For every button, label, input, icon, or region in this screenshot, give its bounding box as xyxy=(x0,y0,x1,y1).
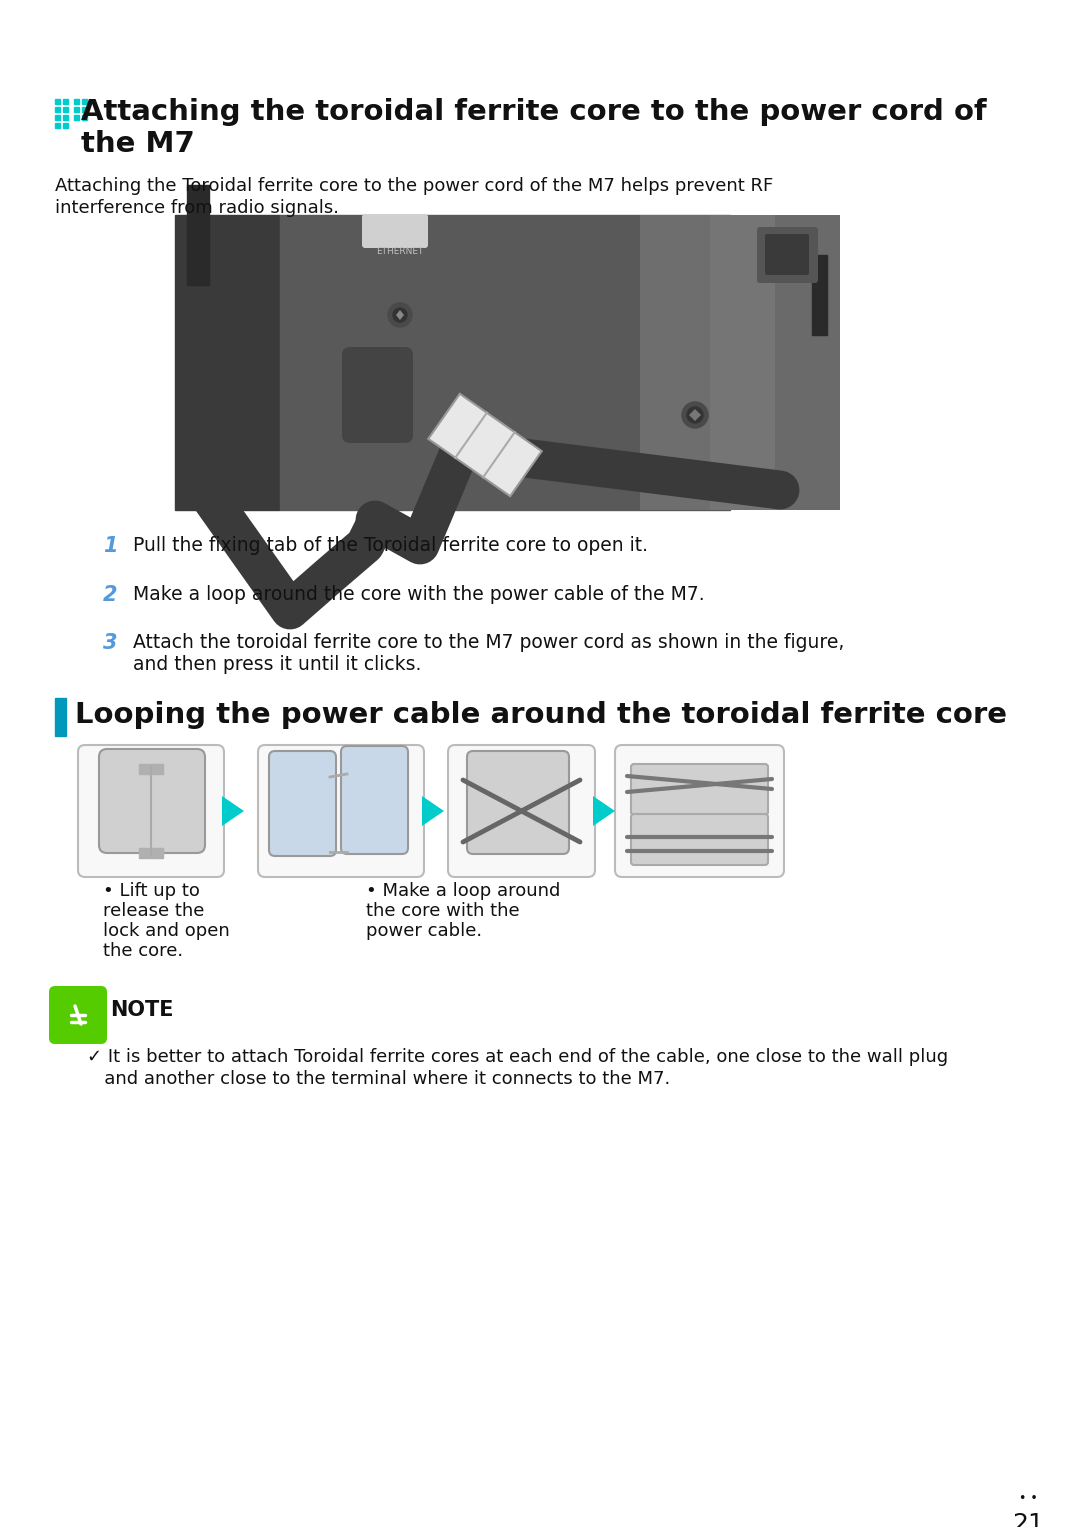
Polygon shape xyxy=(429,394,542,496)
Text: 3: 3 xyxy=(103,634,118,654)
Text: Attaching the toroidal ferrite core to the power cord of: Attaching the toroidal ferrite core to t… xyxy=(81,98,987,127)
Bar xyxy=(82,115,87,121)
Text: ✓ It is better to attach Toroidal ferrite cores at each end of the cable, one cl: ✓ It is better to attach Toroidal ferrit… xyxy=(87,1048,948,1066)
Text: • •: • • xyxy=(1018,1492,1038,1506)
Circle shape xyxy=(687,408,703,423)
FancyBboxPatch shape xyxy=(757,228,818,282)
FancyBboxPatch shape xyxy=(258,745,424,876)
Text: the core with the: the core with the xyxy=(366,902,519,919)
Text: • Lift up to: • Lift up to xyxy=(103,883,200,899)
FancyBboxPatch shape xyxy=(640,215,715,510)
FancyBboxPatch shape xyxy=(175,215,840,510)
Polygon shape xyxy=(222,796,244,826)
Circle shape xyxy=(393,308,407,322)
Text: and another close to the terminal where it connects to the M7.: and another close to the terminal where … xyxy=(87,1070,671,1089)
Text: power cable.: power cable. xyxy=(366,922,482,941)
Text: Make a loop around the core with the power cable of the M7.: Make a loop around the core with the pow… xyxy=(133,585,704,605)
Text: NOTE: NOTE xyxy=(110,1000,174,1020)
Bar xyxy=(75,107,79,111)
Text: Attaching the Toroidal ferrite core to the power cord of the M7 helps prevent RF: Attaching the Toroidal ferrite core to t… xyxy=(55,177,773,195)
Bar xyxy=(63,99,68,104)
FancyBboxPatch shape xyxy=(49,986,107,1044)
Text: interference from radio signals.: interference from radio signals. xyxy=(55,199,339,217)
Text: the M7: the M7 xyxy=(81,130,194,157)
FancyBboxPatch shape xyxy=(631,814,768,864)
Text: and then press it until it clicks.: and then press it until it clicks. xyxy=(133,655,421,673)
Bar xyxy=(280,215,730,510)
FancyBboxPatch shape xyxy=(710,215,780,510)
Polygon shape xyxy=(689,409,701,421)
Text: 1: 1 xyxy=(103,536,118,556)
Bar xyxy=(82,99,87,104)
Text: ETHERNET: ETHERNET xyxy=(376,247,423,257)
Text: the core.: the core. xyxy=(103,942,184,960)
Bar xyxy=(187,185,210,286)
Bar xyxy=(75,99,79,104)
Text: lock and open: lock and open xyxy=(103,922,230,941)
FancyBboxPatch shape xyxy=(631,764,768,815)
FancyBboxPatch shape xyxy=(342,347,413,443)
Bar xyxy=(139,764,163,774)
FancyBboxPatch shape xyxy=(448,745,595,876)
Bar xyxy=(55,107,60,111)
Circle shape xyxy=(388,302,411,327)
Circle shape xyxy=(681,402,708,428)
Bar xyxy=(82,107,87,111)
FancyBboxPatch shape xyxy=(775,215,840,510)
Bar xyxy=(75,115,79,121)
Text: 21: 21 xyxy=(1012,1512,1044,1527)
Text: • Make a loop around: • Make a loop around xyxy=(366,883,561,899)
Text: Attach the toroidal ferrite core to the M7 power cord as shown in the figure,: Attach the toroidal ferrite core to the … xyxy=(133,634,845,652)
FancyBboxPatch shape xyxy=(615,745,784,876)
Polygon shape xyxy=(396,310,404,321)
FancyBboxPatch shape xyxy=(341,747,408,854)
Polygon shape xyxy=(593,796,615,826)
Text: 2: 2 xyxy=(103,585,118,605)
Polygon shape xyxy=(422,796,444,826)
Bar xyxy=(139,847,163,858)
FancyBboxPatch shape xyxy=(362,214,428,247)
FancyBboxPatch shape xyxy=(269,751,336,857)
Bar xyxy=(55,124,60,128)
Text: release the: release the xyxy=(103,902,204,919)
Bar xyxy=(63,124,68,128)
FancyBboxPatch shape xyxy=(99,750,205,854)
FancyBboxPatch shape xyxy=(467,751,569,854)
FancyBboxPatch shape xyxy=(78,745,224,876)
Bar xyxy=(55,698,66,736)
Bar xyxy=(63,107,68,111)
Text: Pull the fixing tab of the Toroidal ferrite core to open it.: Pull the fixing tab of the Toroidal ferr… xyxy=(133,536,648,554)
FancyBboxPatch shape xyxy=(765,234,809,275)
Bar xyxy=(55,99,60,104)
Bar xyxy=(55,115,60,121)
Text: Looping the power cable around the toroidal ferrite core: Looping the power cable around the toroi… xyxy=(75,701,1007,728)
Bar xyxy=(812,255,827,334)
Bar xyxy=(175,215,280,510)
Bar xyxy=(63,115,68,121)
